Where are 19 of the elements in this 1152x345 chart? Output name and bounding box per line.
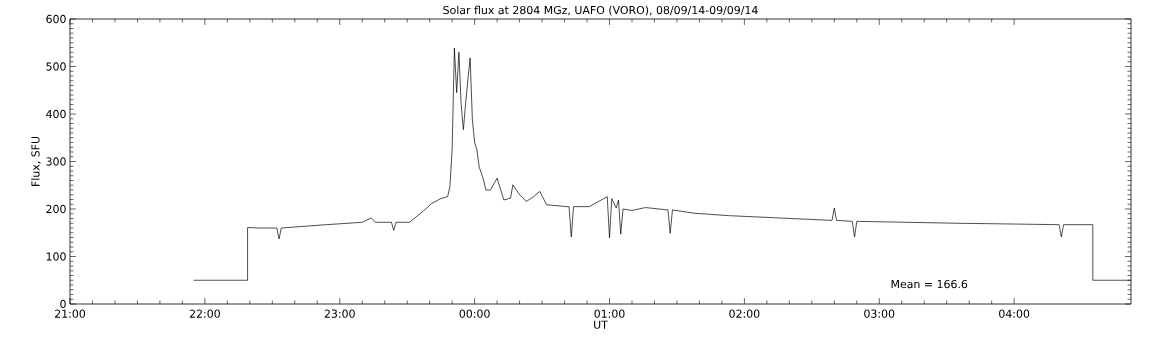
y-tick-label: 500 <box>46 62 66 71</box>
x-axis-title: UT <box>594 320 608 329</box>
x-tick-label: 02:00 <box>729 309 760 318</box>
x-tick-label: 22:00 <box>189 309 220 318</box>
y-axis-title: Flux, SFU <box>31 136 41 186</box>
y-tick-label: 0 <box>60 299 66 309</box>
x-tick-label: 01:00 <box>594 309 625 318</box>
y-tick-label: 100 <box>46 252 66 261</box>
x-tick-label: 00:00 <box>459 309 490 318</box>
y-tick-label: 300 <box>46 157 66 166</box>
y-tick-label: 600 <box>46 14 66 24</box>
y-tick-label: 200 <box>46 204 66 214</box>
x-tick-label: 03:00 <box>864 309 895 318</box>
x-tick-label: 04:00 <box>999 309 1030 318</box>
x-tick-label: 21:00 <box>55 309 86 318</box>
annotation: Mean = 166.6 <box>891 279 968 289</box>
chart-title: Solar flux at 2804 MGz, UAFO (VORO), 08/09/14-09/09/14 <box>443 5 758 16</box>
y-tick-label: 400 <box>46 109 66 119</box>
x-tick-label: 23:00 <box>324 309 355 318</box>
